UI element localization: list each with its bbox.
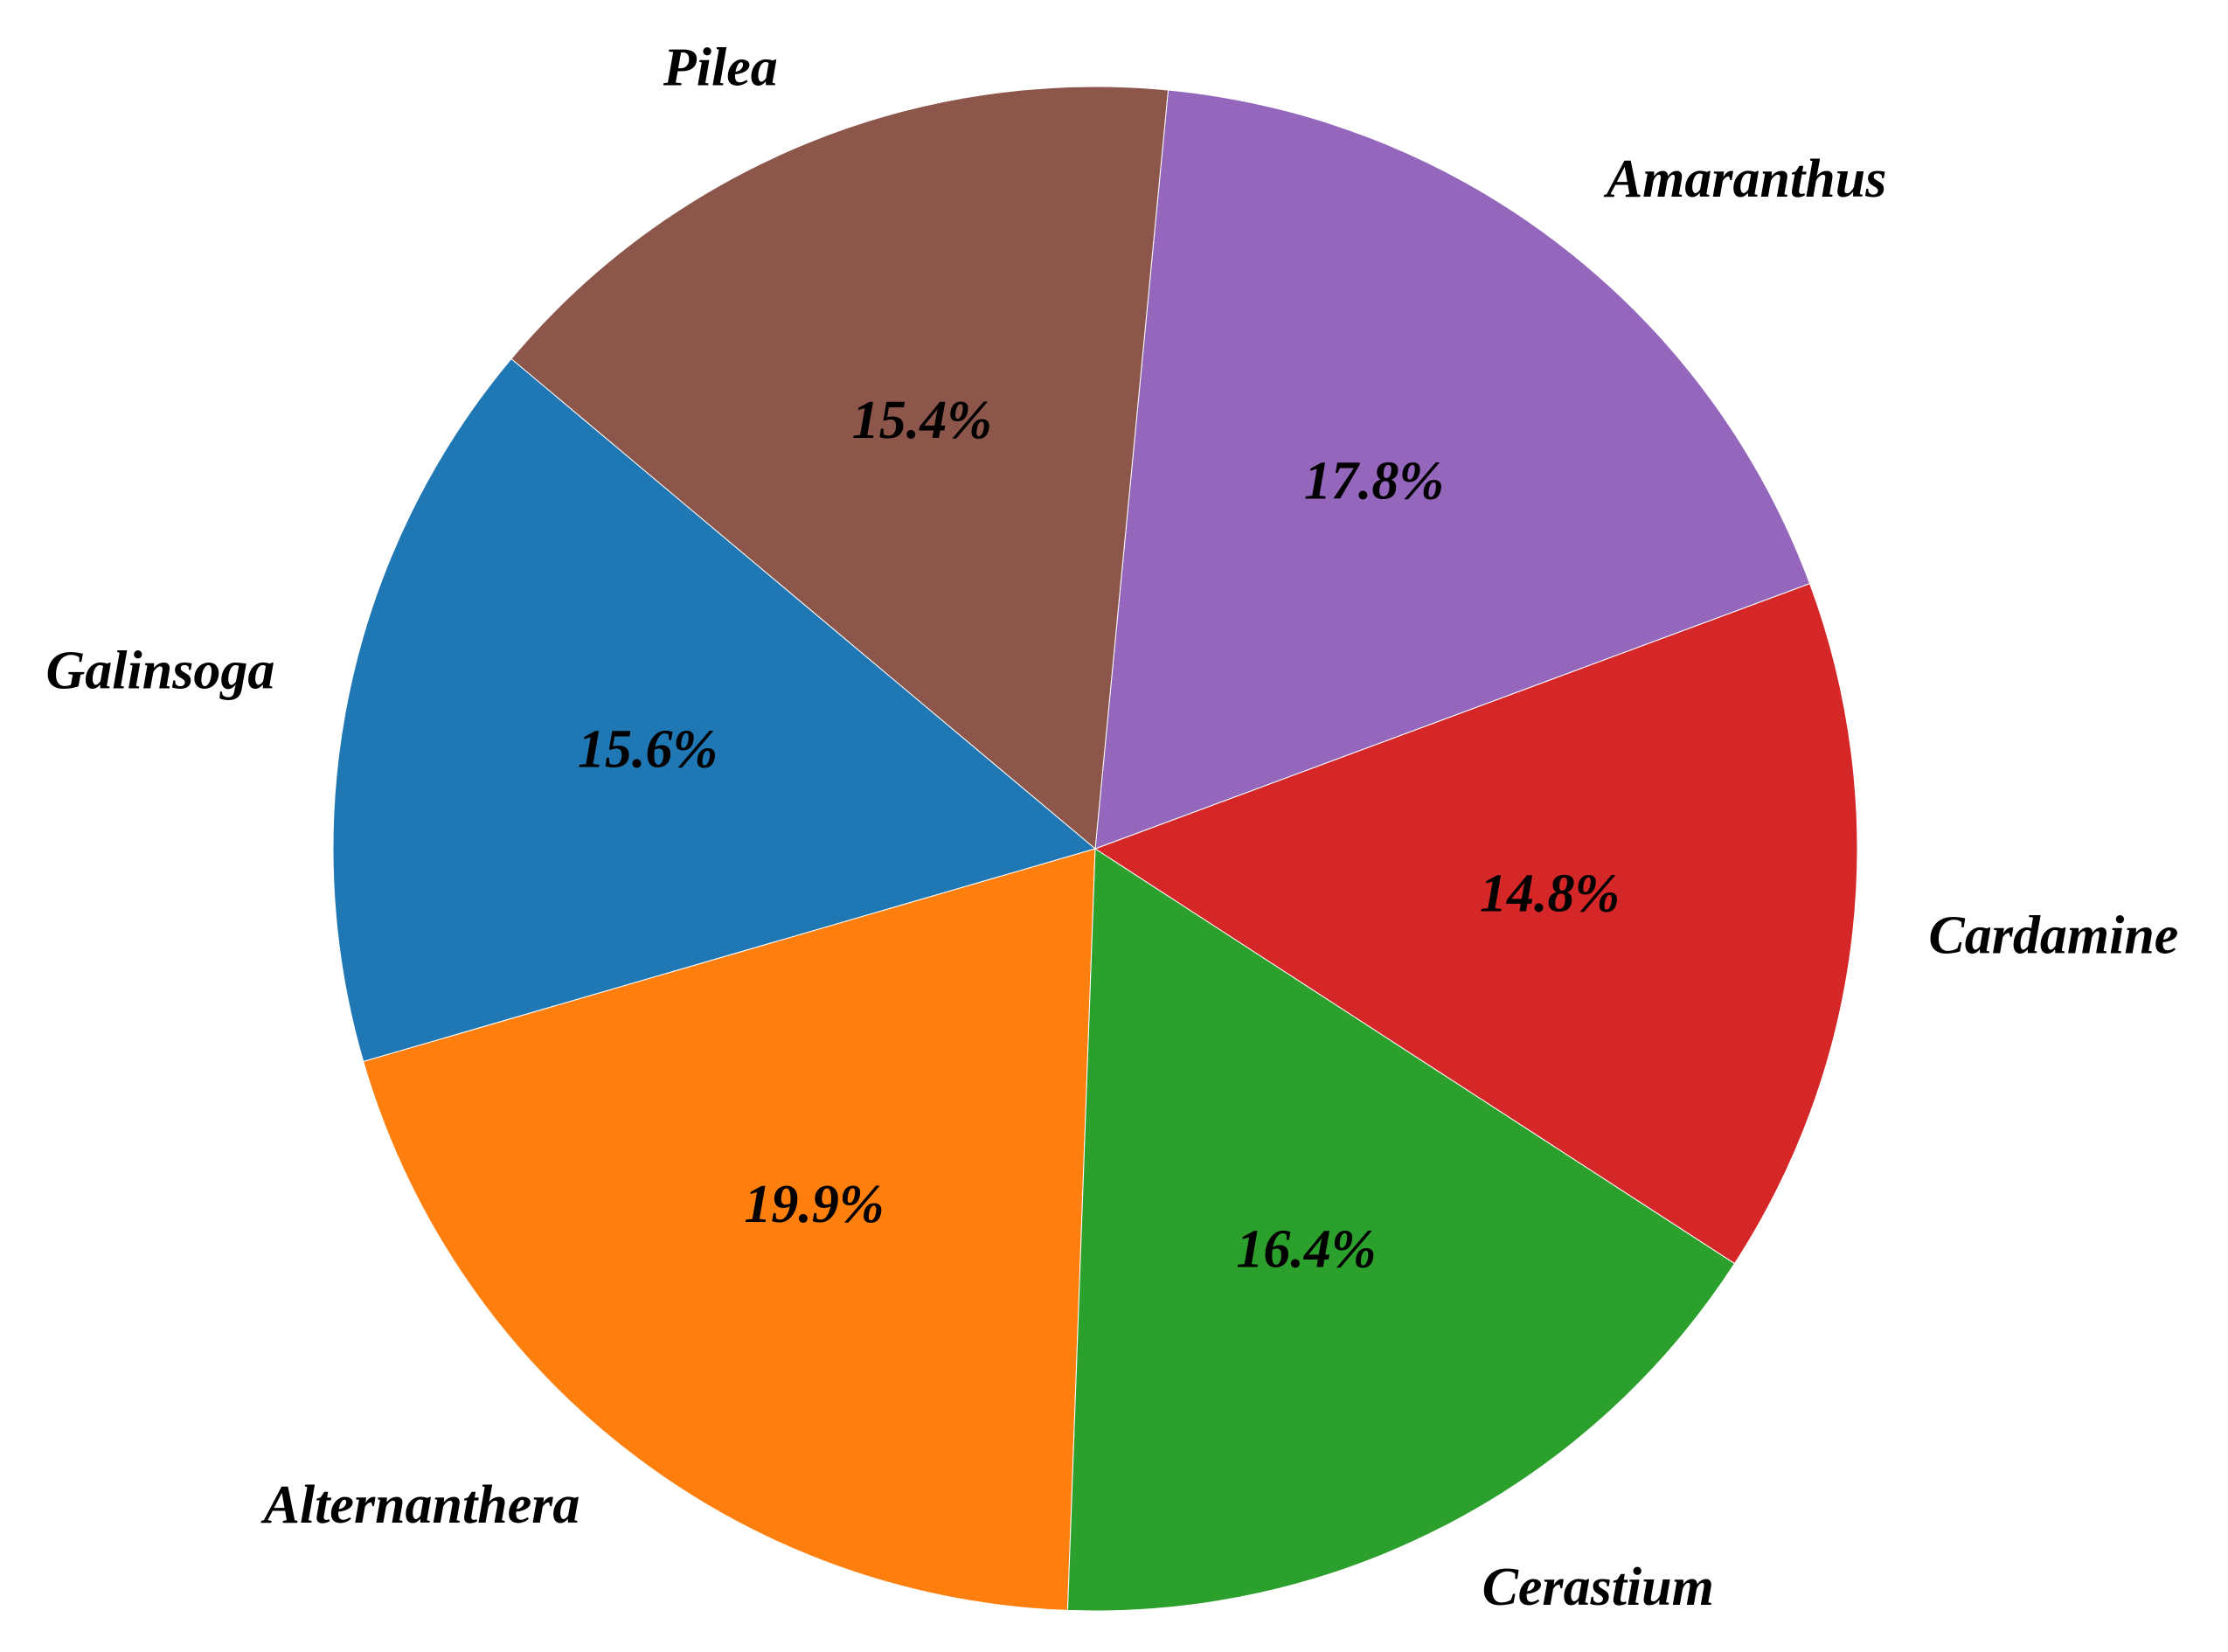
slice-label: Cardamine: [1928, 906, 2178, 966]
slice-label: Galinsoga: [46, 642, 275, 701]
value-label: 17.8%: [1304, 452, 1444, 511]
slice-label: Alternanthera: [260, 1475, 580, 1535]
value-label: 19.9%: [744, 1175, 884, 1234]
pie-slice: [332, 357, 1097, 1063]
pie-slice: [1094, 89, 1811, 850]
pie-slice: [363, 848, 1096, 1611]
slice-label: Cerastium: [1482, 1558, 1714, 1617]
value-label: 15.6%: [578, 719, 718, 779]
slice-label: Pilea: [663, 38, 778, 97]
value-label: 14.8%: [1480, 864, 1620, 924]
slice-label: Amaranthus: [1603, 149, 1887, 209]
pie-slice: [1093, 582, 1858, 1265]
pie-slice: [1066, 848, 1736, 1612]
value-label: 16.4%: [1236, 1219, 1376, 1279]
pie-slice: [510, 86, 1170, 850]
value-label: 15.4%: [852, 391, 992, 450]
